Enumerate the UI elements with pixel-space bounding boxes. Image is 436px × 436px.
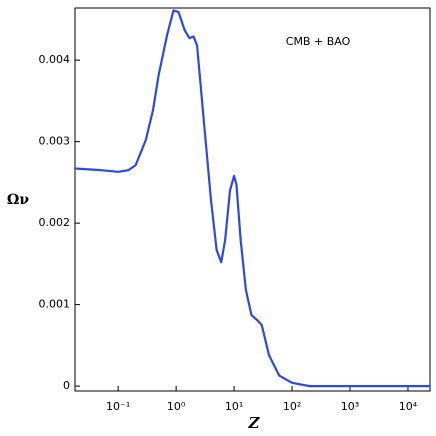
y-tick-label: 0.002 xyxy=(39,216,71,229)
annotation: CMB + BAO xyxy=(286,35,351,48)
y-tick-label: 0 xyxy=(63,379,70,392)
x-tick-label: 10³ xyxy=(341,400,359,413)
x-tick-label: 10¹ xyxy=(225,400,243,413)
y-axis-label: Ων xyxy=(7,192,29,208)
data-line xyxy=(74,9,430,388)
y-tick-label: 0.001 xyxy=(39,298,71,311)
x-tick-label: 10² xyxy=(283,400,301,413)
plot-frame xyxy=(74,7,431,392)
x-tick-label: 10⁰ xyxy=(167,400,186,413)
y-tick-label: 0.004 xyxy=(39,53,71,66)
x-tick-label: 10⁻¹ xyxy=(106,400,130,413)
x-tick-label: 10⁴ xyxy=(399,400,418,413)
x-axis-label: Z xyxy=(248,414,261,432)
y-tick-label: 0.003 xyxy=(39,135,71,148)
